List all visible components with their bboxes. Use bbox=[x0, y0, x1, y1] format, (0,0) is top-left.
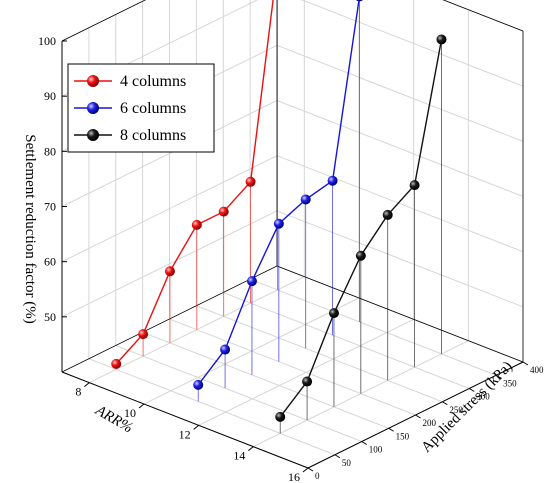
y-tick bbox=[388, 427, 394, 432]
y-tick-label: 250 bbox=[449, 405, 463, 415]
data-point bbox=[220, 344, 231, 355]
data-point bbox=[193, 379, 204, 390]
x-axis-line bbox=[61, 371, 309, 469]
data-point bbox=[218, 206, 229, 217]
legend-label: 8 columns bbox=[120, 127, 186, 144]
y-tick-label: 400 bbox=[530, 365, 544, 375]
data-point bbox=[382, 209, 393, 220]
z-tick-label: 70 bbox=[44, 200, 56, 214]
x-tick bbox=[193, 424, 199, 430]
y-tick-label: 150 bbox=[396, 431, 410, 441]
data-point bbox=[355, 250, 366, 261]
data-point bbox=[302, 376, 313, 387]
legend-marker bbox=[87, 75, 99, 87]
series-layer bbox=[111, 0, 447, 422]
legend: 4 columns 6 columns 8 columns bbox=[67, 63, 215, 153]
x-tick-label: 8 bbox=[75, 385, 81, 399]
y-tick bbox=[361, 441, 368, 445]
y-tick-label: 0 bbox=[315, 471, 320, 481]
x-tick bbox=[84, 382, 90, 388]
grid-line bbox=[276, 210, 524, 308]
x-tick-label: 16 bbox=[288, 470, 300, 483]
grid-line bbox=[249, 278, 497, 376]
y-tick-label: 100 bbox=[369, 445, 383, 455]
data-point bbox=[245, 176, 256, 187]
x-tick bbox=[138, 403, 145, 409]
grid-line bbox=[276, 44, 524, 142]
tick-labels: 50 60 70 80 90 100 8 10 12 14 16 0 50 100 150 200 250 300… bbox=[38, 34, 544, 483]
grid-line bbox=[276, 100, 524, 197]
y-tick bbox=[307, 467, 314, 472]
frame-edge bbox=[61, 265, 278, 373]
x-tick bbox=[248, 446, 254, 452]
z-tick-label: 80 bbox=[44, 144, 56, 158]
grid-line bbox=[169, 318, 416, 416]
y-tick bbox=[522, 361, 529, 366]
x-tick-label: 14 bbox=[233, 449, 245, 463]
data-point bbox=[164, 266, 175, 277]
data-point bbox=[409, 180, 420, 191]
x-tick-label: 12 bbox=[179, 427, 191, 441]
y-tick-label: 350 bbox=[503, 378, 517, 388]
x-tick bbox=[302, 467, 309, 473]
data-point bbox=[327, 175, 338, 186]
legend-label: 4 columns bbox=[120, 73, 186, 90]
data-point bbox=[138, 329, 149, 340]
data-point bbox=[191, 219, 202, 230]
y-tick bbox=[468, 388, 475, 392]
y-tick-label: 50 bbox=[342, 458, 352, 468]
z-tick-label: 90 bbox=[44, 89, 56, 103]
data-point bbox=[300, 194, 311, 205]
data-point bbox=[246, 276, 257, 287]
grid-line bbox=[88, 358, 336, 456]
frame-edge bbox=[442, 0, 524, 32]
legend-label: 6 columns bbox=[120, 100, 186, 117]
data-point bbox=[275, 411, 286, 422]
z-tick-label: 50 bbox=[44, 310, 56, 324]
grid-line bbox=[223, 292, 470, 389]
y-tick bbox=[415, 414, 421, 419]
data-point bbox=[436, 34, 447, 45]
grid-line bbox=[196, 305, 443, 403]
grid-line bbox=[115, 345, 362, 442]
z-tick-label: 60 bbox=[44, 255, 56, 269]
data-point bbox=[111, 358, 122, 369]
drop-lines bbox=[115, 0, 442, 434]
grid-line bbox=[276, 155, 524, 253]
legend-marker bbox=[87, 102, 99, 114]
data-point bbox=[273, 218, 284, 229]
frame-edge bbox=[276, 265, 524, 363]
y-tick bbox=[334, 454, 341, 459]
z-axis-label: Settlement reduction factor (%) bbox=[22, 134, 38, 324]
y-tick bbox=[442, 401, 448, 406]
y-tick-label: 200 bbox=[423, 418, 437, 428]
legend-marker bbox=[87, 129, 99, 141]
data-point bbox=[328, 308, 339, 319]
x-tick-label: 10 bbox=[124, 406, 136, 420]
z-tick-label: 100 bbox=[38, 34, 56, 48]
grid-line bbox=[142, 331, 389, 429]
frame-edge bbox=[61, 0, 147, 42]
y-tick-label: 300 bbox=[476, 392, 490, 402]
data-point bbox=[355, 0, 363, 2]
y-axis-label: Applied stress (kPa) bbox=[419, 359, 516, 456]
y-tick bbox=[495, 374, 502, 379]
grid-line bbox=[300, 0, 524, 87]
